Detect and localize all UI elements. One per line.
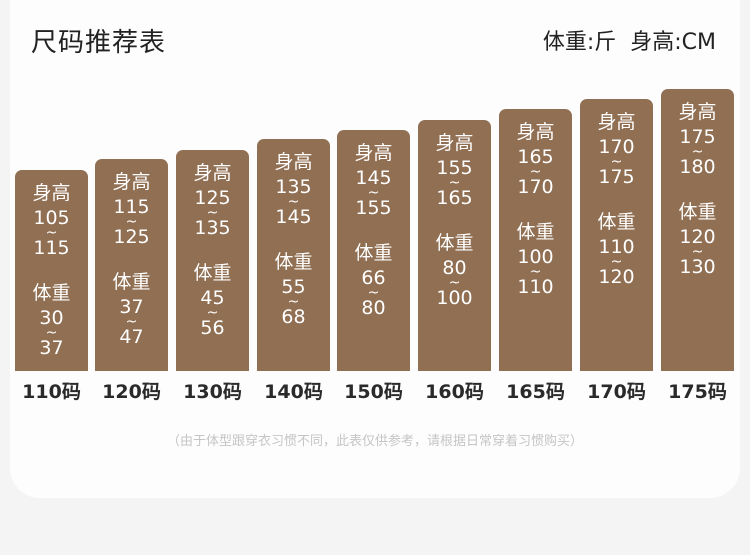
height-max: 155 <box>355 197 392 219</box>
height-max: 135 <box>194 217 231 239</box>
range-tilde: ~ <box>206 205 219 221</box>
size-bar: 身高 135 ~145 体重 55 ~68 <box>257 139 330 371</box>
weight-min: 100 <box>517 246 554 268</box>
height-max: 125 <box>113 226 150 248</box>
size-bar: 身高 145 ~155 体重 66 ~80 <box>337 130 410 371</box>
height-label: 身高 <box>597 111 636 133</box>
height-label: 身高 <box>516 121 555 143</box>
size-label: 130码 <box>183 381 242 403</box>
height-min: 170 <box>598 136 635 158</box>
size-label: 110码 <box>22 381 81 403</box>
height-label: 身高 <box>354 142 393 164</box>
range-tilde: ~ <box>610 154 623 170</box>
size-bar: 身高 175 ~180 体重 120 ~130 <box>661 89 734 371</box>
weight-max: 110 <box>517 276 554 298</box>
size-bar: 身高 115 ~125 体重 37 ~47 <box>95 159 168 371</box>
weight-max: 120 <box>598 266 635 288</box>
height-label: 身高 <box>32 182 71 204</box>
height-max: 180 <box>679 156 716 178</box>
size-label: 120码 <box>102 381 161 403</box>
size-label: 165码 <box>506 381 565 403</box>
weight-label: 体重 <box>516 221 555 243</box>
weight-min: 55 <box>281 276 306 298</box>
range-tilde: ~ <box>367 185 380 201</box>
height-max: 170 <box>517 176 554 198</box>
height-max: 165 <box>436 187 473 209</box>
weight-min: 66 <box>361 267 386 289</box>
height-min: 125 <box>194 187 231 209</box>
weight-label: 体重 <box>597 211 636 233</box>
size-label: 150码 <box>344 381 403 403</box>
height-unit-label: 身高:CM <box>630 30 716 55</box>
weight-min: 30 <box>39 307 64 329</box>
weight-label: 体重 <box>274 251 313 273</box>
size-bar: 身高 165 ~170 体重 100 ~110 <box>499 109 572 371</box>
range-tilde: ~ <box>529 164 542 180</box>
weight-label: 体重 <box>354 242 393 264</box>
weight-min: 80 <box>442 257 467 279</box>
height-max: 115 <box>33 237 70 259</box>
height-label: 身高 <box>435 132 474 154</box>
range-tilde: ~ <box>125 214 138 230</box>
range-tilde: ~ <box>448 175 461 191</box>
range-tilde: ~ <box>691 144 704 160</box>
weight-label: 体重 <box>112 271 151 293</box>
range-tilde: ~ <box>45 225 58 241</box>
weight-max: 68 <box>281 306 306 328</box>
range-tilde: ~ <box>287 194 300 210</box>
range-tilde: ~ <box>610 254 623 270</box>
size-bar: 身高 155 ~165 体重 80 ~100 <box>418 120 491 371</box>
weight-max: 47 <box>119 326 144 348</box>
range-tilde: ~ <box>448 275 461 291</box>
unit-legend: 体重:斤 身高:CM <box>543 24 716 56</box>
height-label: 身高 <box>193 162 232 184</box>
range-tilde: ~ <box>529 264 542 280</box>
height-label: 身高 <box>678 101 717 123</box>
weight-max: 130 <box>679 256 716 278</box>
weight-label: 体重 <box>678 201 717 223</box>
height-min: 165 <box>517 146 554 168</box>
disclaimer-note: （由于体型跟穿衣习惯不同，此表仅供参考，请根据日常穿着习惯购买） <box>166 434 583 449</box>
size-label: 140码 <box>264 381 323 403</box>
weight-min: 37 <box>119 296 144 318</box>
weight-max: 80 <box>361 297 386 319</box>
weight-label: 体重 <box>435 232 474 254</box>
size-label: 175码 <box>668 381 727 403</box>
range-tilde: ~ <box>45 325 58 341</box>
height-min: 155 <box>436 157 473 179</box>
size-label: 160码 <box>425 381 484 403</box>
height-min: 145 <box>355 167 392 189</box>
range-tilde: ~ <box>287 294 300 310</box>
range-tilde: ~ <box>367 285 380 301</box>
height-label: 身高 <box>274 151 313 173</box>
weight-min: 45 <box>200 287 225 309</box>
range-tilde: ~ <box>206 305 219 321</box>
size-bar: 身高 125 ~135 体重 45 ~56 <box>176 150 249 371</box>
height-min: 105 <box>33 207 70 229</box>
height-max: 175 <box>598 166 635 188</box>
weight-max: 100 <box>436 287 473 309</box>
height-max: 145 <box>275 206 312 228</box>
size-label: 170码 <box>587 381 646 403</box>
height-label: 身高 <box>112 171 151 193</box>
weight-max: 37 <box>39 337 64 359</box>
weight-label: 体重 <box>193 262 232 284</box>
weight-unit-label: 体重:斤 <box>542 30 617 55</box>
weight-min: 110 <box>598 236 635 258</box>
size-bar: 身高 170 ~175 体重 110 ~120 <box>580 99 653 371</box>
weight-min: 120 <box>679 226 716 248</box>
weight-label: 体重 <box>32 282 71 304</box>
range-tilde: ~ <box>691 244 704 260</box>
height-min: 135 <box>275 176 312 198</box>
height-min: 175 <box>679 126 716 148</box>
size-bar: 身高 105 ~115 体重 30 ~37 <box>15 170 88 371</box>
range-tilde: ~ <box>125 314 138 330</box>
page-title: 尺码推荐表 <box>31 28 167 58</box>
weight-max: 56 <box>200 317 225 339</box>
height-min: 115 <box>113 196 150 218</box>
